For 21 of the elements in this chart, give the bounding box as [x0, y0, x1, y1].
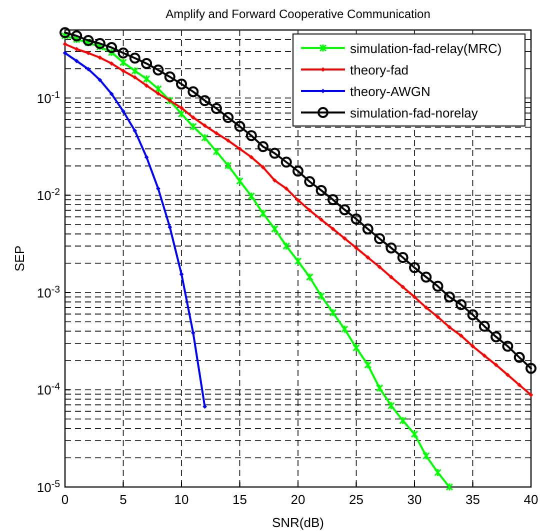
chart-title: Amplify and Forward Cooperative Communication — [166, 7, 430, 21]
x-tick-label: 10 — [174, 492, 189, 507]
legend-label: theory-AWGN — [350, 84, 430, 99]
x-tick-label: 25 — [349, 492, 364, 507]
y-tick-label: 10$^{-4}$ — [36, 381, 61, 398]
legend-label: theory-fad — [350, 62, 409, 78]
y-tick-label: 10$^{-3}$ — [36, 284, 60, 300]
legend-label: simulation-fad-relay(MRC) — [350, 41, 502, 56]
x-tick-label: 0 — [61, 492, 69, 507]
legend-label: simulation-fad-norelay — [350, 106, 478, 120]
x-tick-label: 40 — [524, 492, 538, 507]
y-tick-label: 10$^{-2}$ — [36, 186, 60, 204]
x-tick-label: 20 — [290, 492, 306, 507]
x-tick-label: 35 — [466, 492, 480, 507]
y-axis-title: SEP — [12, 245, 27, 272]
x-axis-title: SNR(dB) — [272, 515, 324, 530]
x-tick-label: 5 — [120, 492, 127, 507]
x-tick-label: 15 — [232, 492, 247, 507]
y-tick-label: 10$^{-5}$ — [36, 478, 61, 495]
x-tick-label: 30 — [407, 492, 422, 507]
y-tick-label: 10$^{-1}$ — [36, 89, 60, 106]
